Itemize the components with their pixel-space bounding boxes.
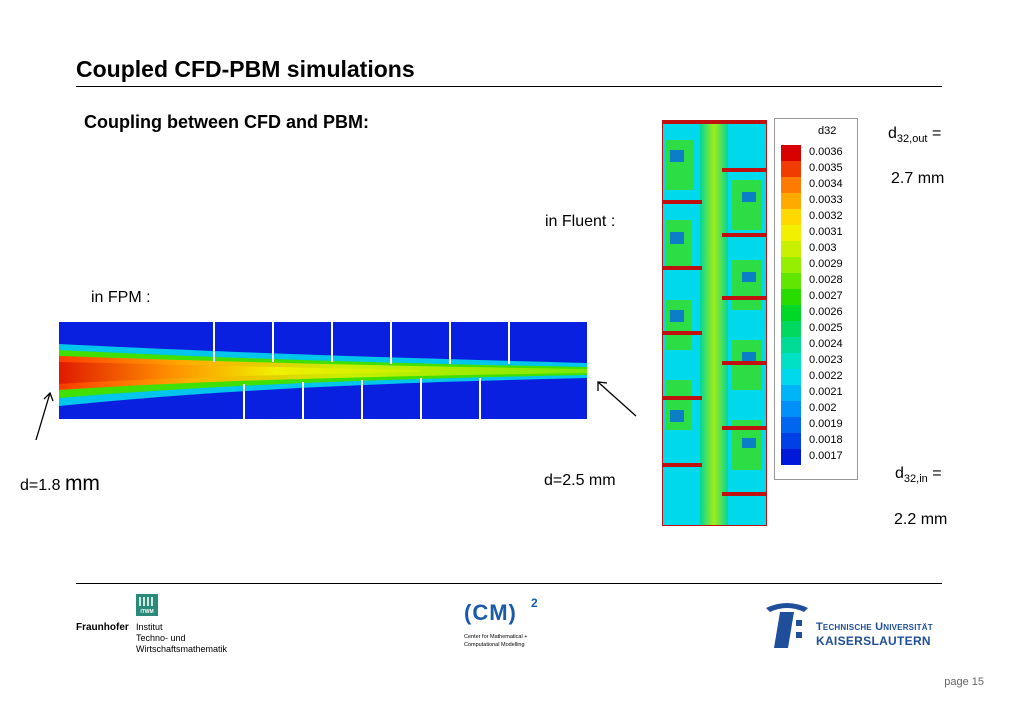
- legend-swatch: [781, 273, 801, 289]
- legend-entry: 0.0018: [781, 433, 857, 449]
- tu-emblem: [766, 603, 808, 648]
- legend-value: 0.0026: [809, 306, 843, 318]
- legend-entry: 0.002: [781, 401, 857, 417]
- legend-value: 0.0034: [809, 178, 843, 190]
- legend-entry: 0.0026: [781, 305, 857, 321]
- d32-in-label: d32,in =: [895, 465, 942, 485]
- legend-value: 0.0021: [809, 386, 843, 398]
- legend-swatch: [781, 161, 801, 177]
- legend-swatch: [781, 369, 801, 385]
- d32-in-symbol: d: [895, 465, 904, 482]
- inlet-diameter-label: d=1.8 mm: [20, 472, 100, 496]
- fluent-label: in Fluent :: [545, 213, 616, 230]
- slide-title: Coupled CFD-PBM simulations: [76, 56, 415, 82]
- legend-value: 0.0024: [809, 338, 843, 350]
- cm2-superscript: 2: [531, 596, 538, 610]
- fraunhofer-name: Fraunhofer: [76, 622, 129, 633]
- legend-swatch: [781, 145, 801, 161]
- legend-value: 0.0035: [809, 162, 843, 174]
- legend-entry: 0.0019: [781, 417, 857, 433]
- title-rule: [76, 86, 942, 87]
- inlet-diameter-value: d=1.8: [20, 477, 65, 494]
- legend-swatch: [781, 289, 801, 305]
- legend-value: 0.0025: [809, 322, 843, 334]
- legend-entry: 0.0024: [781, 337, 857, 353]
- legend-value: 0.0031: [809, 226, 843, 238]
- cm2-caption: Center for Mathematical + Computational …: [464, 634, 528, 648]
- d32-out-value: 2.7 mm: [891, 170, 945, 187]
- cm2-logo: (CM) 2 Center for Mathematical + Computa…: [464, 596, 564, 654]
- fpm-label: in FPM :: [91, 289, 151, 306]
- legend-entry: 0.0027: [781, 289, 857, 305]
- legend-value: 0.0027: [809, 290, 843, 302]
- fraunhofer-institute: Institut Techno- und Wirtschaftsmathemat…: [136, 622, 228, 654]
- legend-value: 0.0032: [809, 210, 843, 222]
- legend-entry: 0.003: [781, 241, 857, 257]
- footer-rule: [76, 583, 942, 584]
- legend-entry: 0.0035: [781, 161, 857, 177]
- legend-swatch: [781, 449, 801, 465]
- legend-value: 0.0018: [809, 434, 843, 446]
- d32-out-suffix: =: [927, 125, 942, 142]
- section-heading: Coupling between CFD and PBM:: [84, 112, 369, 132]
- legend-swatch: [781, 225, 801, 241]
- legend-entry: 0.0029: [781, 257, 857, 273]
- fpm-simulation-image: [59, 322, 587, 419]
- fraunhofer-logo: ITWM Fraunhofer Institut Techno- und Wir…: [76, 594, 246, 664]
- legend-entry: 0.0036: [781, 145, 857, 161]
- tu-name-line1: Technische Universität: [816, 621, 933, 633]
- legend-swatch: [781, 353, 801, 369]
- legend-value: 0.0023: [809, 354, 843, 366]
- outlet-diameter-label: d=2.5 mm: [544, 472, 616, 489]
- d32-out-label: d32,out =: [888, 125, 942, 145]
- legend-swatch: [781, 385, 801, 401]
- d32-in-suffix: =: [927, 465, 942, 482]
- legend-swatch: [781, 337, 801, 353]
- page-number: page 15: [944, 676, 984, 688]
- legend-value: 0.0022: [809, 370, 843, 382]
- itwm-badge: ITWM: [136, 594, 158, 616]
- legend-value: 0.0036: [809, 146, 843, 158]
- color-legend: d32 0.0036 0.0035 0.0034 0.0033 0.0032 0.0031…: [774, 118, 858, 480]
- legend-swatch: [781, 305, 801, 321]
- legend-swatch: [781, 257, 801, 273]
- legend-swatch: [781, 321, 801, 337]
- legend-swatch: [781, 417, 801, 433]
- legend-swatch: [781, 433, 801, 449]
- legend-value: 0.0017: [809, 450, 843, 462]
- fluent-simulation-image: [662, 120, 767, 526]
- legend-entry: 0.0025: [781, 321, 857, 337]
- legend-value: 0.0033: [809, 194, 843, 206]
- legend-swatch: [781, 209, 801, 225]
- legend-value: 0.002: [809, 402, 837, 414]
- legend-entry: 0.0032: [781, 209, 857, 225]
- legend-swatch: [781, 241, 801, 257]
- legend-value: 0.003: [809, 242, 837, 254]
- tu-kaiserslautern-logo: Technische Universität Kaiserslautern: [764, 598, 944, 652]
- inlet-diameter-unit: mm: [64, 472, 100, 495]
- inlet-arrow: [35, 391, 54, 441]
- legend-swatch: [781, 177, 801, 193]
- legend-entry: 0.0028: [781, 273, 857, 289]
- d32-out-subscript: 32,out: [896, 133, 928, 145]
- legend-swatch: [781, 401, 801, 417]
- d32-out-symbol: d: [888, 125, 897, 142]
- d32-in-subscript: 32,in: [903, 473, 928, 485]
- legend-swatch: [781, 193, 801, 209]
- outlet-arrow: [597, 381, 637, 417]
- legend-entry: 0.0022: [781, 369, 857, 385]
- legend-entry: 0.0023: [781, 353, 857, 369]
- legend-entry: 0.0034: [781, 177, 857, 193]
- tu-name-line2: Kaiserslautern: [816, 634, 931, 648]
- d32-in-value: 2.2 mm: [894, 511, 948, 528]
- legend-entry: 0.0033: [781, 193, 857, 209]
- legend-value: 0.0028: [809, 274, 843, 286]
- legend-entry: 0.0021: [781, 385, 857, 401]
- legend-entry: 0.0031: [781, 225, 857, 241]
- cm2-mark: (CM): [464, 600, 517, 625]
- legend-value: 0.0019: [809, 418, 843, 430]
- legend-value: 0.0029: [809, 258, 843, 270]
- legend-title: d32: [818, 125, 837, 137]
- legend-entry: 0.0017: [781, 449, 857, 465]
